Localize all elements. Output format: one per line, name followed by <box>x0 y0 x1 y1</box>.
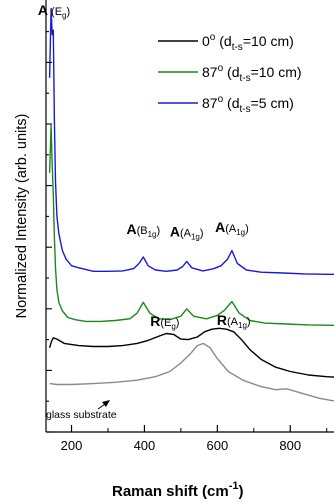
x-tick-label: 600 <box>206 438 228 453</box>
x-axis-label-end: ) <box>238 483 243 500</box>
substrate-arrow-head <box>102 400 110 407</box>
x-tick-label: 800 <box>279 438 301 453</box>
legend-item: 0o (dt-s=10 cm) <box>158 32 294 53</box>
peak-label: R(Eg) <box>150 313 179 331</box>
plot-area: 200 400 600 800 <box>45 0 334 453</box>
peak-label: A (Eg) <box>38 2 70 20</box>
x-axis-label-sup: -1 <box>229 480 239 492</box>
peak-label: A(A1g) <box>170 223 204 241</box>
substrate-annotation: glass substrate <box>46 400 117 421</box>
peak-label: A(A1g) <box>215 219 249 237</box>
x-tick-marks: 200 400 600 800 <box>61 425 328 453</box>
series-line-2 <box>48 327 334 378</box>
x-axis-label: Raman shift (cm-1) <box>112 480 243 500</box>
x-tick-label: 400 <box>134 438 156 453</box>
y-tick-marks <box>46 31 52 433</box>
peak-label: A(B1g) <box>126 221 160 239</box>
legend-label: 87o (dt-s=10 cm) <box>202 63 302 84</box>
legend-label: 0o (dt-s=10 cm) <box>202 32 294 53</box>
substrate-label: glass substrate <box>46 409 117 421</box>
legend-label: 87o (dt-s=5 cm) <box>202 94 294 115</box>
legend: 0o (dt-s=10 cm) 87o (dt-s=10 cm) 87o (dt-s… <box>158 32 302 115</box>
legend-item: 87o (dt-s=10 cm) <box>158 63 302 84</box>
peak-label: R(A1g) <box>217 312 251 330</box>
legend-item: 87o (dt-s=5 cm) <box>158 94 294 115</box>
series-line-0 <box>48 7 334 275</box>
y-axis-label: Normalized Intensity (arb. units) <box>14 114 30 319</box>
series-layer <box>48 7 334 402</box>
series-line-1 <box>48 124 334 326</box>
x-tick-label: 200 <box>61 438 83 453</box>
x-axis-label-main: Raman shift (cm <box>112 483 229 500</box>
peak-annotations: A (Eg) A(B1g) A(A1g) A(A1g) R(Eg) R(A1g) <box>38 2 251 331</box>
series-line-3 <box>49 342 334 402</box>
